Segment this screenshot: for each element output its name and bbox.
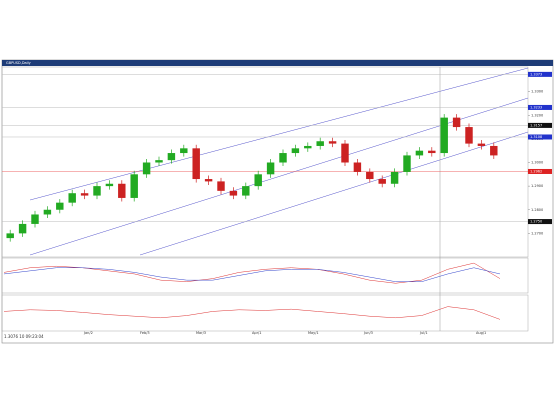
candle-body bbox=[490, 145, 498, 156]
indicator-line bbox=[3, 267, 501, 282]
candle-body bbox=[118, 183, 126, 198]
x-tick-label: Mar/3 bbox=[196, 331, 206, 335]
price-marker-label: 1.3233 bbox=[530, 105, 542, 109]
candle-body bbox=[477, 143, 486, 146]
candle-body bbox=[366, 171, 374, 180]
candle-body bbox=[204, 179, 213, 182]
x-tick-label: Jun/3 bbox=[363, 331, 373, 335]
price-marker-label: 1.2750 bbox=[530, 220, 542, 224]
candle-body bbox=[465, 127, 473, 144]
x-tick-label: Apr/1 bbox=[252, 331, 261, 335]
candle-body bbox=[328, 141, 337, 144]
candle-body bbox=[279, 153, 287, 163]
candle-body bbox=[6, 233, 14, 239]
candle-body bbox=[180, 148, 188, 154]
rsi-panel bbox=[1, 294, 529, 332]
candle-body bbox=[254, 174, 262, 187]
price-marker-label: 1.2962 bbox=[530, 169, 542, 173]
price-marker bbox=[528, 134, 552, 140]
y-tick-label: 1.3300 bbox=[531, 90, 543, 94]
candle-body bbox=[56, 202, 64, 210]
candle-body bbox=[68, 193, 76, 203]
trend-line bbox=[139, 131, 529, 256]
candle-body bbox=[192, 148, 200, 180]
indicator-line bbox=[3, 262, 501, 284]
candle-body bbox=[242, 186, 250, 196]
candle-body bbox=[155, 160, 163, 163]
status-text: 1.3076 10 09:23:04 bbox=[4, 334, 44, 339]
candle-body bbox=[440, 117, 448, 154]
x-tick-label: Feb/3 bbox=[140, 331, 150, 335]
price-marker bbox=[528, 122, 552, 128]
price-marker bbox=[528, 219, 552, 225]
price-marker-label: 1.3108 bbox=[530, 135, 542, 139]
candle-body bbox=[43, 209, 52, 215]
candle-body bbox=[378, 179, 386, 184]
candle-body bbox=[304, 145, 312, 149]
price-marker bbox=[528, 71, 552, 77]
y-tick-label: 1.3000 bbox=[531, 161, 543, 165]
candle-body bbox=[217, 181, 225, 191]
candle-body bbox=[390, 171, 399, 184]
y-tick-label: 1.3200 bbox=[531, 113, 543, 117]
candle-body bbox=[93, 186, 101, 196]
y-tick-label: 1.2900 bbox=[531, 184, 543, 188]
price-marker-label: 1.3373 bbox=[530, 72, 542, 76]
oscillator-panel bbox=[1, 257, 529, 294]
candle-body bbox=[105, 183, 114, 187]
candle-body bbox=[428, 150, 436, 154]
candle-body bbox=[415, 150, 424, 156]
x-tick-label: May/1 bbox=[308, 331, 319, 335]
candle-body bbox=[229, 190, 238, 196]
x-tick-label: Aug/1 bbox=[476, 331, 486, 335]
indicator-line bbox=[3, 306, 501, 320]
chart-title: GBPUSD,Daily bbox=[6, 61, 31, 65]
window bbox=[1, 59, 554, 344]
candle-body bbox=[403, 155, 411, 172]
y-tick-label: 1.2800 bbox=[531, 208, 543, 212]
trend-line bbox=[29, 67, 529, 201]
price-marker-label: 1.3157 bbox=[530, 123, 542, 127]
candle-body bbox=[341, 143, 349, 163]
candle-body bbox=[167, 153, 176, 161]
candle-body bbox=[353, 162, 362, 172]
candle-body bbox=[291, 148, 300, 154]
candle-body bbox=[266, 162, 275, 175]
candle-body bbox=[452, 117, 461, 128]
candle-body bbox=[31, 214, 39, 224]
y-tick-label: 1.2700 bbox=[531, 231, 543, 235]
candle-body bbox=[18, 223, 27, 234]
x-tick-label: Jul/1 bbox=[419, 331, 428, 335]
candle-body bbox=[130, 174, 138, 198]
price-marker bbox=[528, 104, 552, 110]
candle-body bbox=[316, 141, 324, 146]
title-bar bbox=[2, 60, 553, 66]
main-panel bbox=[1, 66, 529, 258]
x-tick-label: Jan/2 bbox=[83, 331, 93, 335]
candle-body bbox=[80, 193, 89, 196]
candle-body bbox=[142, 162, 151, 175]
price-marker bbox=[528, 168, 552, 174]
